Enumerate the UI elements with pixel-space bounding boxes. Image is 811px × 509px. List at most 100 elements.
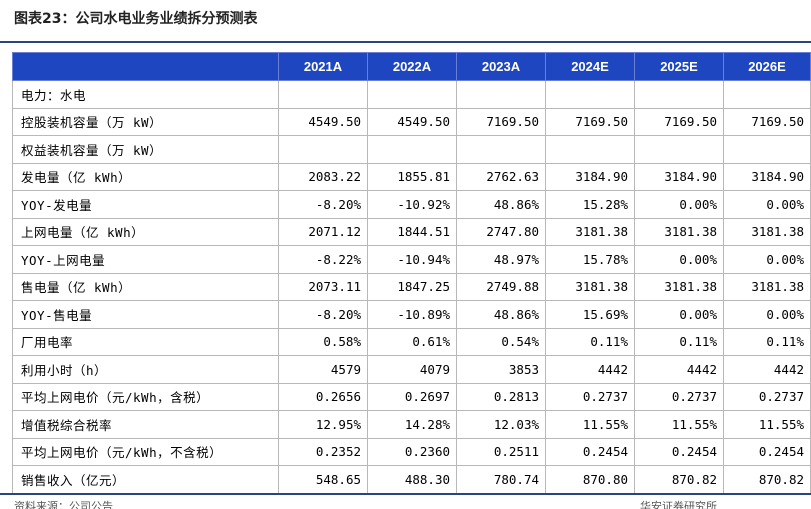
table-row: 增值税综合税率 12.95% 14.28% 12.03% 11.55% 11.55% 11.… — [12, 410, 811, 439]
table-cell: 0.54% — [456, 327, 546, 356]
table-cell: 3181.38 — [545, 217, 635, 246]
table-cell: 0.2454 — [634, 437, 724, 466]
row-label: 利用小时（h） — [12, 355, 279, 384]
table-cell: 870.82 — [723, 465, 811, 494]
table-cell — [456, 80, 546, 109]
column-header: 2025E — [634, 52, 724, 81]
table-cell: 48.97% — [456, 245, 546, 274]
table-cell: 0.11% — [723, 327, 811, 356]
table-cell: 0.2737 — [723, 382, 811, 411]
row-label: 电力：水电 — [12, 80, 279, 109]
table-row: 控股装机容量（万 kW） 4549.50 4549.50 7169.50 7169.50… — [12, 107, 811, 136]
table-cell: 3184.90 — [545, 162, 635, 191]
table-cell — [634, 80, 724, 109]
table-cell: 3181.38 — [545, 272, 635, 301]
table-row: 销售收入（亿元） 548.65 488.30 780.74 870.80 870.82 87… — [12, 465, 811, 494]
table-cell: -10.89% — [367, 300, 457, 329]
row-label: YOY-发电量 — [12, 190, 279, 219]
table-cell — [367, 135, 457, 164]
table-cell: 12.03% — [456, 410, 546, 439]
row-label: 销售收入（亿元） — [12, 465, 279, 494]
table-cell: 3181.38 — [723, 217, 811, 246]
row-label: 厂用电率 — [12, 327, 279, 356]
table-cell: 0.61% — [367, 327, 457, 356]
table-cell: 4549.50 — [367, 107, 457, 136]
table-row: 电力：水电 — [12, 80, 811, 109]
table-cell: 0.2454 — [723, 437, 811, 466]
table-cell: -10.92% — [367, 190, 457, 219]
table-row: 发电量（亿 kWh） 2083.22 1855.81 2762.63 3184.90 31… — [12, 162, 811, 191]
row-label: 增值税综合税率 — [12, 410, 279, 439]
column-header: 2021A — [278, 52, 368, 81]
table-cell: 3853 — [456, 355, 546, 384]
table-row: YOY-售电量 -8.20% -10.89% 48.86% 15.69% 0.00% 0.0… — [12, 300, 811, 329]
table-cell — [278, 135, 368, 164]
row-label: 发电量（亿 kWh） — [12, 162, 279, 191]
table-cell — [367, 80, 457, 109]
table-cell: 2083.22 — [278, 162, 368, 191]
table-cell — [723, 80, 811, 109]
table-cell: 0.11% — [545, 327, 635, 356]
table-row: 权益装机容量（万 kW） — [12, 135, 811, 164]
table-cell: 7169.50 — [456, 107, 546, 136]
table-row: 平均上网电价（元/kWh，不含税） 0.2352 0.2360 0.2511 0.245… — [12, 437, 811, 466]
table-cell: -8.20% — [278, 300, 368, 329]
table-cell: 12.95% — [278, 410, 368, 439]
figure-title: 图表23：公司水电业务业绩拆分预测表 — [14, 11, 258, 27]
table-cell: 15.78% — [545, 245, 635, 274]
table-cell: 0.11% — [634, 327, 724, 356]
table-cell: 11.55% — [545, 410, 635, 439]
column-header: 2026E — [723, 52, 811, 81]
table-cell: 15.69% — [545, 300, 635, 329]
row-label: 售电量（亿 kWh） — [12, 272, 279, 301]
table-cell: 0.2454 — [545, 437, 635, 466]
table-cell: 0.2511 — [456, 437, 546, 466]
table-cell: 0.00% — [634, 300, 724, 329]
column-header: 2023A — [456, 52, 546, 81]
table-cell: 4079 — [367, 355, 457, 384]
table-cell: 11.55% — [723, 410, 811, 439]
table-cell — [545, 80, 635, 109]
row-label: 平均上网电价（元/kWh，含税） — [12, 382, 279, 411]
row-label: 权益装机容量（万 kW） — [12, 135, 279, 164]
table-cell: 870.80 — [545, 465, 635, 494]
table-cell: 3184.90 — [634, 162, 724, 191]
table-row: 利用小时（h） 4579 4079 3853 4442 4442 4442 — [12, 355, 811, 384]
row-label: 上网电量（亿 kWh） — [12, 217, 279, 246]
row-label: YOY-售电量 — [12, 300, 279, 329]
table-cell — [545, 135, 635, 164]
table-cell: 4442 — [545, 355, 635, 384]
table-cell: 0.2813 — [456, 382, 546, 411]
table-cell: 14.28% — [367, 410, 457, 439]
table-cell: 3181.38 — [723, 272, 811, 301]
table-cell: 548.65 — [278, 465, 368, 494]
table-cell: 4442 — [723, 355, 811, 384]
table-cell: -8.20% — [278, 190, 368, 219]
table-cell: 1844.51 — [367, 217, 457, 246]
table-cell: 3181.38 — [634, 217, 724, 246]
table-cell: 0.00% — [723, 300, 811, 329]
table-cell: 7169.50 — [723, 107, 811, 136]
table-cell: 0.2656 — [278, 382, 368, 411]
header-corner — [12, 52, 279, 81]
table-cell — [723, 135, 811, 164]
table-cell: -8.22% — [278, 245, 368, 274]
table-cell: 11.55% — [634, 410, 724, 439]
table-cell: 870.82 — [634, 465, 724, 494]
table-cell: 2747.80 — [456, 217, 546, 246]
table-cell: 1847.25 — [367, 272, 457, 301]
row-label: YOY-上网电量 — [12, 245, 279, 274]
table-cell: 0.00% — [723, 245, 811, 274]
table-cell: 4579 — [278, 355, 368, 384]
table-cell: 0.00% — [634, 190, 724, 219]
table-cell — [634, 135, 724, 164]
table-row: 上网电量（亿 kWh） 2071.12 1844.51 2747.80 3181.38 3… — [12, 217, 811, 246]
table-cell: 3184.90 — [723, 162, 811, 191]
table-cell: 2073.11 — [278, 272, 368, 301]
table-cell: 2749.88 — [456, 272, 546, 301]
table-cell: 780.74 — [456, 465, 546, 494]
table-cell: 2762.63 — [456, 162, 546, 191]
table-cell: 0.2737 — [634, 382, 724, 411]
table-cell: 488.30 — [367, 465, 457, 494]
table-cell: 4549.50 — [278, 107, 368, 136]
